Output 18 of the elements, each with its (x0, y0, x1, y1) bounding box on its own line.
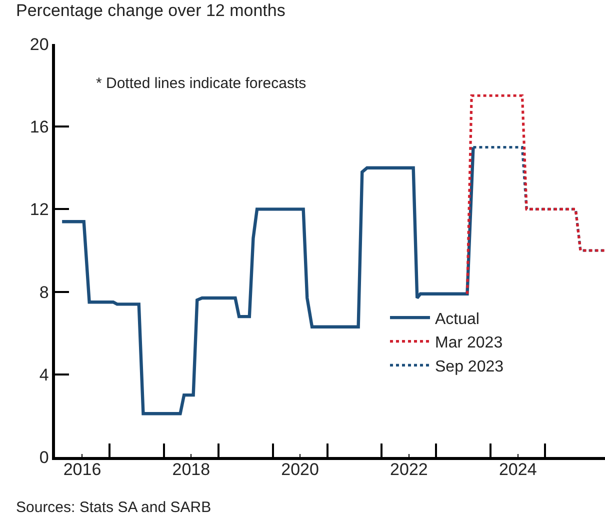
x-tick-label: 2020 (281, 460, 319, 479)
x-tick-label: 2024 (498, 460, 537, 479)
y-tick-label: 0 (39, 448, 49, 467)
legend-label: Sep 2023 (435, 358, 504, 376)
source-note: Sources: Stats SA and SARB (16, 499, 212, 516)
y-tick-label: 20 (30, 34, 49, 54)
y-tick-label: 12 (30, 200, 49, 220)
legend-label: Actual (435, 310, 480, 328)
x-tick-label: 2016 (63, 460, 102, 479)
annotation: * Dotted lines indicate forecasts (96, 75, 306, 92)
x-tick-label: 2022 (390, 460, 428, 479)
y-tick-label: 16 (30, 118, 49, 137)
legend-label: Mar 2023 (435, 334, 503, 352)
line-series (466, 94, 605, 296)
y-axis-title: Percentage change over 12 months (16, 1, 286, 20)
x-tick-label: 2018 (172, 460, 210, 479)
y-tick-label: 8 (39, 282, 49, 302)
y-tick-label: 4 (39, 365, 49, 384)
